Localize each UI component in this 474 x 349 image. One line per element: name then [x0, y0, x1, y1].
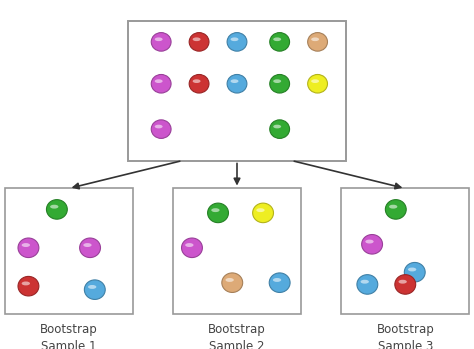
Ellipse shape	[311, 37, 319, 41]
Ellipse shape	[389, 205, 397, 209]
Ellipse shape	[361, 280, 369, 284]
Ellipse shape	[227, 74, 247, 93]
Ellipse shape	[270, 74, 290, 93]
Ellipse shape	[408, 268, 416, 272]
Ellipse shape	[227, 32, 247, 51]
Ellipse shape	[311, 79, 319, 83]
Ellipse shape	[192, 37, 201, 41]
Ellipse shape	[273, 79, 281, 83]
Ellipse shape	[182, 238, 202, 258]
Ellipse shape	[50, 205, 58, 209]
FancyBboxPatch shape	[128, 21, 346, 161]
Ellipse shape	[256, 208, 264, 212]
Ellipse shape	[308, 74, 328, 93]
Ellipse shape	[88, 285, 96, 289]
Ellipse shape	[273, 278, 281, 282]
Ellipse shape	[230, 37, 238, 41]
Ellipse shape	[155, 79, 163, 83]
Ellipse shape	[362, 235, 383, 254]
Ellipse shape	[222, 273, 243, 292]
Ellipse shape	[211, 208, 219, 212]
Ellipse shape	[253, 203, 273, 223]
Ellipse shape	[365, 240, 374, 244]
Ellipse shape	[46, 200, 67, 219]
Ellipse shape	[151, 74, 171, 93]
Ellipse shape	[155, 125, 163, 128]
Ellipse shape	[83, 243, 91, 247]
Ellipse shape	[151, 120, 171, 139]
Ellipse shape	[189, 32, 209, 51]
Ellipse shape	[155, 37, 163, 41]
FancyBboxPatch shape	[5, 188, 133, 314]
Ellipse shape	[84, 280, 105, 299]
Ellipse shape	[185, 243, 193, 247]
Ellipse shape	[22, 282, 30, 285]
Ellipse shape	[273, 37, 281, 41]
Ellipse shape	[270, 120, 290, 139]
Text: Bootstrap
Sample 3: Bootstrap Sample 3	[376, 323, 434, 349]
Ellipse shape	[395, 275, 416, 294]
Ellipse shape	[192, 79, 201, 83]
Ellipse shape	[151, 32, 171, 51]
Ellipse shape	[226, 278, 234, 282]
Text: Bootstrap
Sample 1: Bootstrap Sample 1	[40, 323, 98, 349]
FancyBboxPatch shape	[173, 188, 301, 314]
Ellipse shape	[385, 200, 406, 219]
Ellipse shape	[80, 238, 100, 258]
Ellipse shape	[22, 243, 30, 247]
Ellipse shape	[208, 203, 228, 223]
Ellipse shape	[18, 238, 39, 258]
Ellipse shape	[18, 276, 39, 296]
Ellipse shape	[230, 79, 238, 83]
Ellipse shape	[399, 280, 407, 284]
Ellipse shape	[269, 273, 290, 292]
Ellipse shape	[273, 125, 281, 128]
Ellipse shape	[404, 262, 425, 282]
Ellipse shape	[308, 32, 328, 51]
Text: Bootstrap
Sample 2: Bootstrap Sample 2	[208, 323, 266, 349]
FancyBboxPatch shape	[341, 188, 469, 314]
Ellipse shape	[189, 74, 209, 93]
Ellipse shape	[357, 275, 378, 294]
Ellipse shape	[270, 32, 290, 51]
